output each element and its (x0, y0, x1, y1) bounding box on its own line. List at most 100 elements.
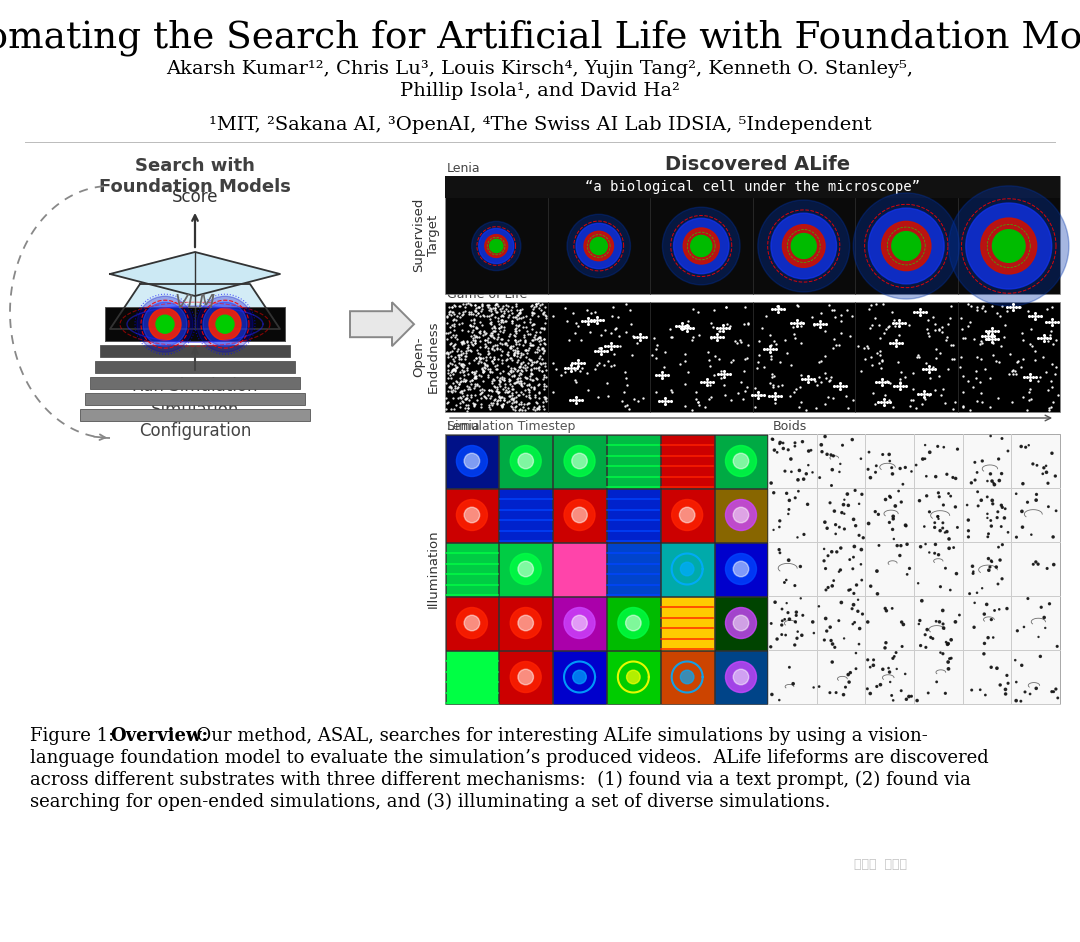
Point (450, 377, 468, 392)
Point (580, 314, 597, 329)
Point (504, 393, 522, 408)
Bar (661, 596, 714, 649)
Point (915, 387, 932, 402)
Point (491, 365, 509, 381)
Point (721, 366, 739, 382)
Point (484, 300, 501, 316)
Point (791, 399, 808, 414)
Circle shape (464, 453, 480, 469)
Point (932, 645, 949, 660)
Point (500, 344, 517, 359)
Point (453, 373, 470, 388)
Point (459, 403, 476, 418)
Point (473, 362, 490, 377)
Point (990, 451, 1008, 466)
Point (596, 343, 613, 358)
Point (534, 364, 551, 379)
Point (712, 366, 729, 382)
Point (1035, 349, 1052, 365)
Point (494, 300, 511, 316)
Point (448, 380, 465, 395)
Point (886, 379, 903, 394)
Point (878, 603, 895, 618)
Point (966, 620, 983, 635)
Point (818, 624, 835, 639)
Point (568, 392, 585, 407)
Point (459, 324, 476, 339)
Point (717, 388, 734, 403)
Point (944, 470, 961, 485)
Point (444, 362, 461, 377)
Point (527, 297, 544, 312)
Point (464, 396, 482, 411)
Point (765, 523, 782, 538)
Point (445, 311, 462, 326)
Point (918, 622, 935, 637)
Point (523, 380, 540, 395)
Point (820, 548, 837, 563)
Point (447, 397, 464, 412)
Point (486, 372, 503, 387)
Point (485, 371, 502, 386)
Point (455, 395, 472, 410)
Point (845, 597, 862, 612)
Point (507, 375, 524, 390)
Point (566, 326, 583, 341)
Point (972, 336, 989, 351)
Point (503, 396, 521, 411)
Point (530, 399, 548, 414)
Circle shape (464, 615, 480, 631)
Point (467, 379, 484, 394)
Point (940, 317, 957, 332)
Point (767, 396, 784, 411)
Point (507, 362, 524, 377)
Point (523, 337, 540, 352)
Point (983, 334, 1000, 349)
Point (467, 300, 484, 316)
Point (849, 604, 866, 619)
Point (889, 538, 906, 553)
Point (437, 375, 455, 390)
Point (823, 302, 840, 317)
Text: Phillip Isola¹, and David Ha²: Phillip Isola¹, and David Ha² (400, 82, 680, 100)
Circle shape (771, 213, 837, 279)
Text: Akarsh Kumar¹², Chris Lu³, Louis Kirsch⁴, Yujin Tang², Kenneth O. Stanley⁵,: Akarsh Kumar¹², Chris Lu³, Louis Kirsch⁴… (166, 60, 914, 78)
Point (866, 397, 883, 412)
Point (510, 318, 527, 333)
Point (671, 356, 688, 371)
Point (470, 306, 487, 321)
Point (859, 338, 876, 353)
Point (1026, 305, 1043, 320)
Point (926, 545, 943, 560)
Point (825, 340, 842, 355)
Point (484, 340, 501, 355)
Point (1032, 309, 1050, 324)
Point (438, 358, 456, 373)
Point (825, 332, 842, 347)
Bar (85, 393, 305, 405)
Point (792, 591, 809, 606)
Point (451, 399, 469, 414)
Point (877, 387, 894, 402)
Point (511, 388, 528, 403)
Point (934, 515, 951, 530)
Point (457, 346, 474, 361)
Bar (446, 596, 498, 649)
Point (521, 382, 538, 398)
Point (1022, 366, 1039, 382)
Point (456, 300, 473, 315)
Point (914, 593, 931, 609)
Point (455, 304, 472, 319)
Point (494, 398, 511, 414)
Point (812, 374, 829, 389)
Point (524, 366, 541, 382)
Point (1043, 446, 1061, 461)
Point (771, 435, 788, 450)
Point (764, 380, 781, 395)
Point (496, 335, 513, 350)
Point (975, 607, 993, 622)
Bar (607, 489, 660, 542)
Point (596, 339, 613, 354)
Point (444, 339, 461, 354)
Point (807, 373, 824, 388)
